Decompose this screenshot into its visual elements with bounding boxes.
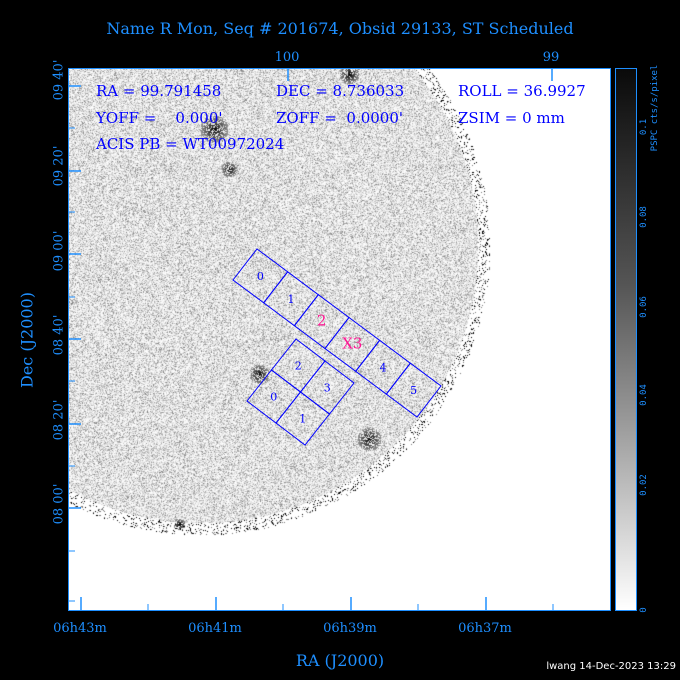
y-tick-label: 09 40'	[51, 59, 67, 101]
ra-label: RA = 99.791458	[96, 82, 222, 100]
sky-image	[69, 69, 610, 610]
colorbar-tick-label: 0.02	[639, 474, 649, 496]
top-tick-label: 99	[542, 50, 560, 65]
zsim-label: ZSIM = 0 mm	[458, 109, 565, 127]
x-axis-label: RA (J2000)	[295, 651, 385, 670]
colorbar-tick-label: 0.08	[639, 206, 649, 228]
zoff-label: ZOFF = 0.0000'	[276, 109, 404, 127]
acis-i-chip	[299, 360, 355, 415]
chip-overlay: 0 1 2 X3 4 5 0 1 2 3	[69, 69, 554, 610]
y-tick-label: 09 20'	[51, 145, 67, 187]
yoff-label: YOFF = 0.000'	[96, 109, 223, 127]
colorbar-tick-label: 0.04	[639, 384, 649, 406]
acis-s-chip-label: 4	[380, 361, 387, 374]
top-tick-label: 100	[274, 50, 300, 65]
plot-title: Name R Mon, Seq # 201674, Obsid 29133, S…	[106, 19, 574, 38]
y-tick-label: 08 40'	[51, 314, 67, 356]
dec-label: DEC = 8.736033	[276, 82, 405, 100]
acis-i-chip-label: 1	[299, 413, 306, 426]
colorbar-tick-label: 0	[639, 607, 649, 613]
y-tick-label: 08 20'	[51, 399, 67, 441]
x-tick-label: 06h37m	[458, 621, 512, 636]
acis-s-chip-label: X3	[342, 334, 362, 352]
colorbar-tick-label: 0.06	[639, 296, 649, 318]
x-tick-label: 06h43m	[53, 621, 107, 636]
roll-label: ROLL = 36.9927	[458, 82, 586, 100]
y-tick-label: 08 00'	[51, 483, 67, 525]
y-axis-label: Dec (J2000)	[17, 292, 37, 388]
acis-pb-label: ACIS PB = WT00972024	[96, 135, 285, 153]
acis-s-chip	[385, 362, 442, 418]
sky-image-frame: 0 1 2 X3 4 5 0 1 2 3 RA = 99.791458 DEC = 8.73603…	[68, 68, 611, 611]
colorbar	[615, 68, 637, 611]
acis-s-chip-label: 2	[317, 312, 327, 330]
acis-i-chip-label: 3	[324, 382, 331, 395]
acis-s-chip-label: 1	[288, 293, 295, 306]
x-tick-label: 06h41m	[188, 621, 242, 636]
x-tick-label: 06h39m	[323, 621, 377, 636]
colorbar-tick-label: 0.1	[639, 118, 649, 136]
footer-stamp: lwang 14-Dec-2023 13:29	[546, 661, 676, 672]
colorbar-label: PSPC cts/s/pixel	[650, 64, 660, 152]
acis-s-chip-label: 0	[257, 270, 264, 283]
acis-i-chip-label: 2	[295, 360, 302, 373]
y-tick-label: 09 00'	[51, 230, 67, 272]
acis-s-chip-label: 5	[410, 384, 417, 397]
acis-i-chip-label: 0	[270, 391, 277, 404]
